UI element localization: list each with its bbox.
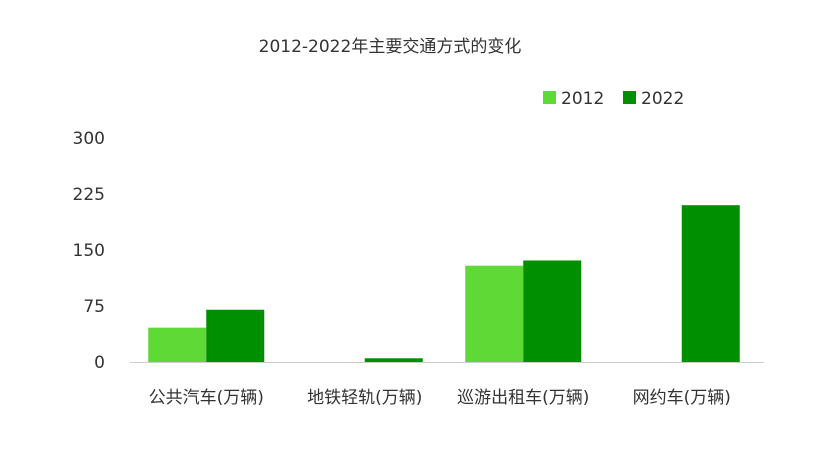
legend: 2012 2022 bbox=[543, 89, 684, 109]
chart-title: 2012-2022年主要交通方式的变化 bbox=[259, 37, 522, 57]
x-tick-label: 网约车(万辆) bbox=[633, 388, 731, 408]
y-tick-label: 0 bbox=[94, 353, 105, 373]
x-tick-label: 巡游出租车(万辆) bbox=[457, 388, 589, 408]
x-tick-label: 地铁轻轨(万辆) bbox=[307, 388, 422, 408]
legend-label: 2022 bbox=[641, 89, 684, 109]
y-tick-label: 150 bbox=[73, 241, 105, 261]
y-tick-label: 75 bbox=[83, 297, 105, 317]
bar-2022-3 bbox=[681, 205, 740, 362]
y-axis: 0 75 150 225 300 bbox=[73, 129, 105, 373]
bars bbox=[148, 205, 740, 362]
x-tick-label: 公共汽车(万辆) bbox=[149, 388, 264, 408]
bar-2012-0 bbox=[148, 327, 207, 362]
legend-swatch-2022 bbox=[623, 91, 636, 104]
bar-2022-2 bbox=[523, 260, 582, 362]
bar-2022-1 bbox=[364, 358, 423, 362]
bar-2022-0 bbox=[206, 309, 265, 362]
y-tick-label: 300 bbox=[73, 129, 105, 149]
y-tick-label: 225 bbox=[73, 185, 105, 205]
x-axis: 公共汽车(万辆) 地铁轻轨(万辆) 巡游出租车(万辆) 网约车(万辆) bbox=[149, 388, 731, 408]
legend-swatch-2012 bbox=[543, 91, 556, 104]
legend-label: 2012 bbox=[561, 89, 604, 109]
bar-2012-2 bbox=[465, 265, 524, 362]
